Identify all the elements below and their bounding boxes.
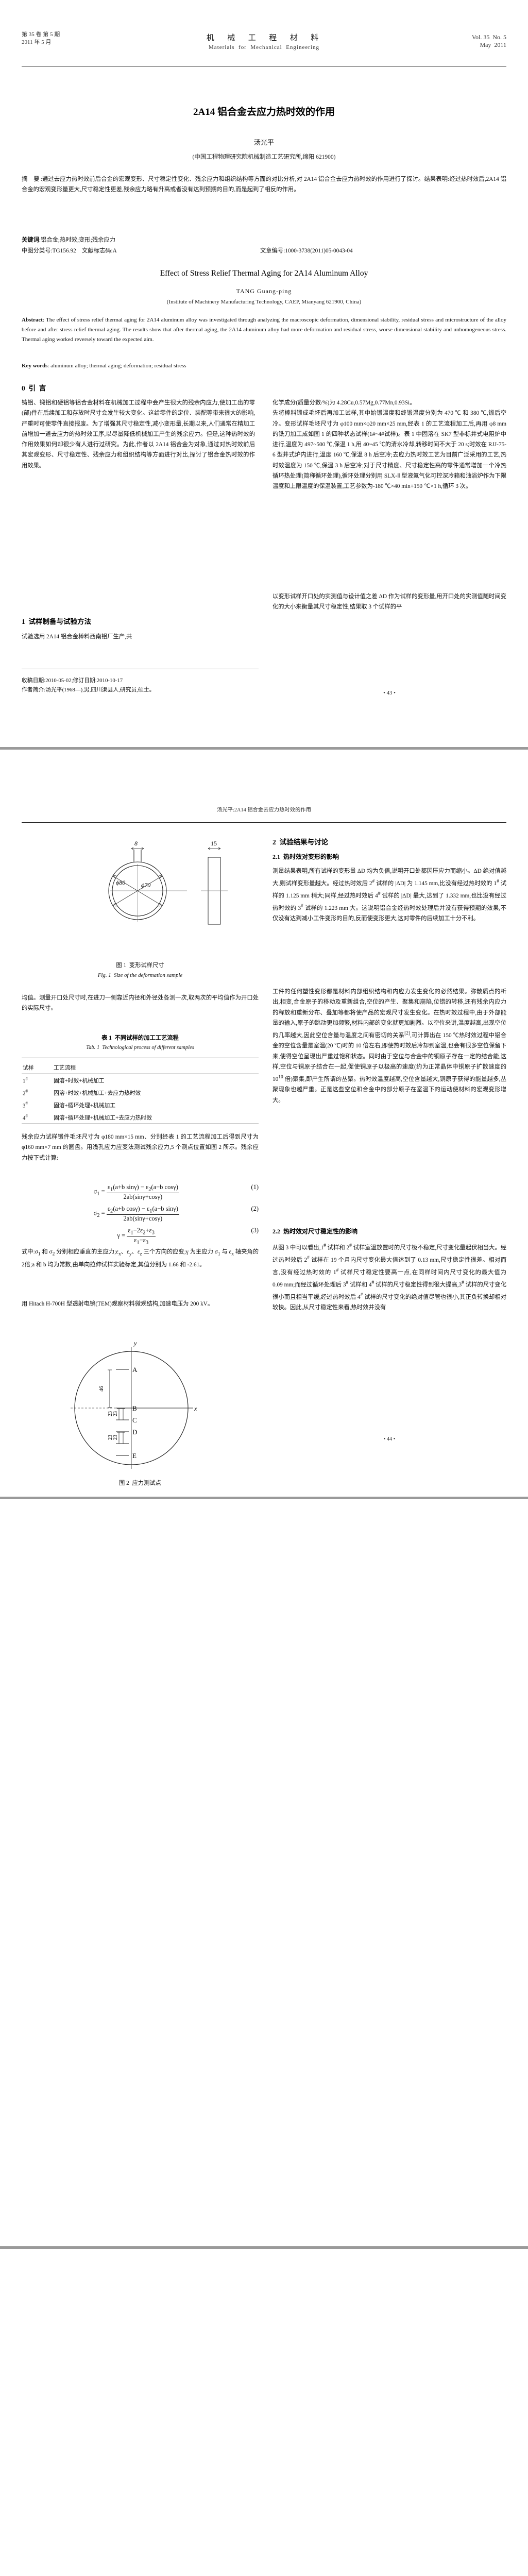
- svg-text:23: 23: [113, 1435, 118, 1440]
- svg-text:8: 8: [134, 840, 138, 847]
- svg-text:x: x: [194, 1405, 197, 1412]
- svg-text:D: D: [132, 1428, 137, 1436]
- svg-text:B: B: [132, 1404, 137, 1412]
- svg-text:46: 46: [98, 1386, 105, 1392]
- svg-text:ϕ80: ϕ80: [116, 879, 125, 886]
- svg-text:y: y: [133, 1340, 137, 1347]
- svg-text:A: A: [132, 1366, 138, 1374]
- svg-text:ϕ70: ϕ70: [141, 882, 150, 889]
- svg-text:23: 23: [113, 1411, 118, 1416]
- svg-text:C: C: [132, 1416, 137, 1424]
- svg-text:E: E: [132, 1452, 137, 1460]
- svg-text:15: 15: [211, 840, 217, 847]
